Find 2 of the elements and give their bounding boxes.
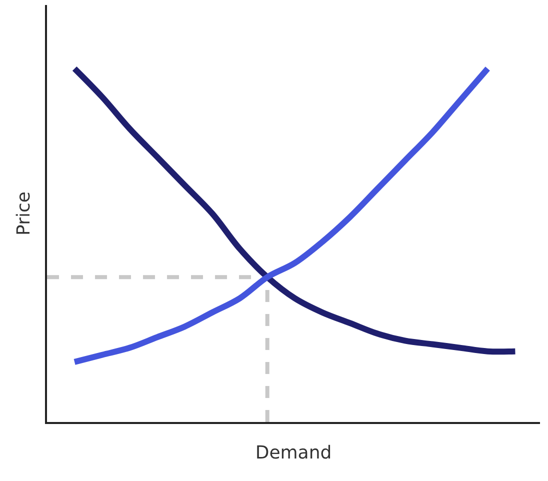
x-axis-title: Demand <box>255 442 332 464</box>
y-axis-title: Price <box>14 192 35 236</box>
